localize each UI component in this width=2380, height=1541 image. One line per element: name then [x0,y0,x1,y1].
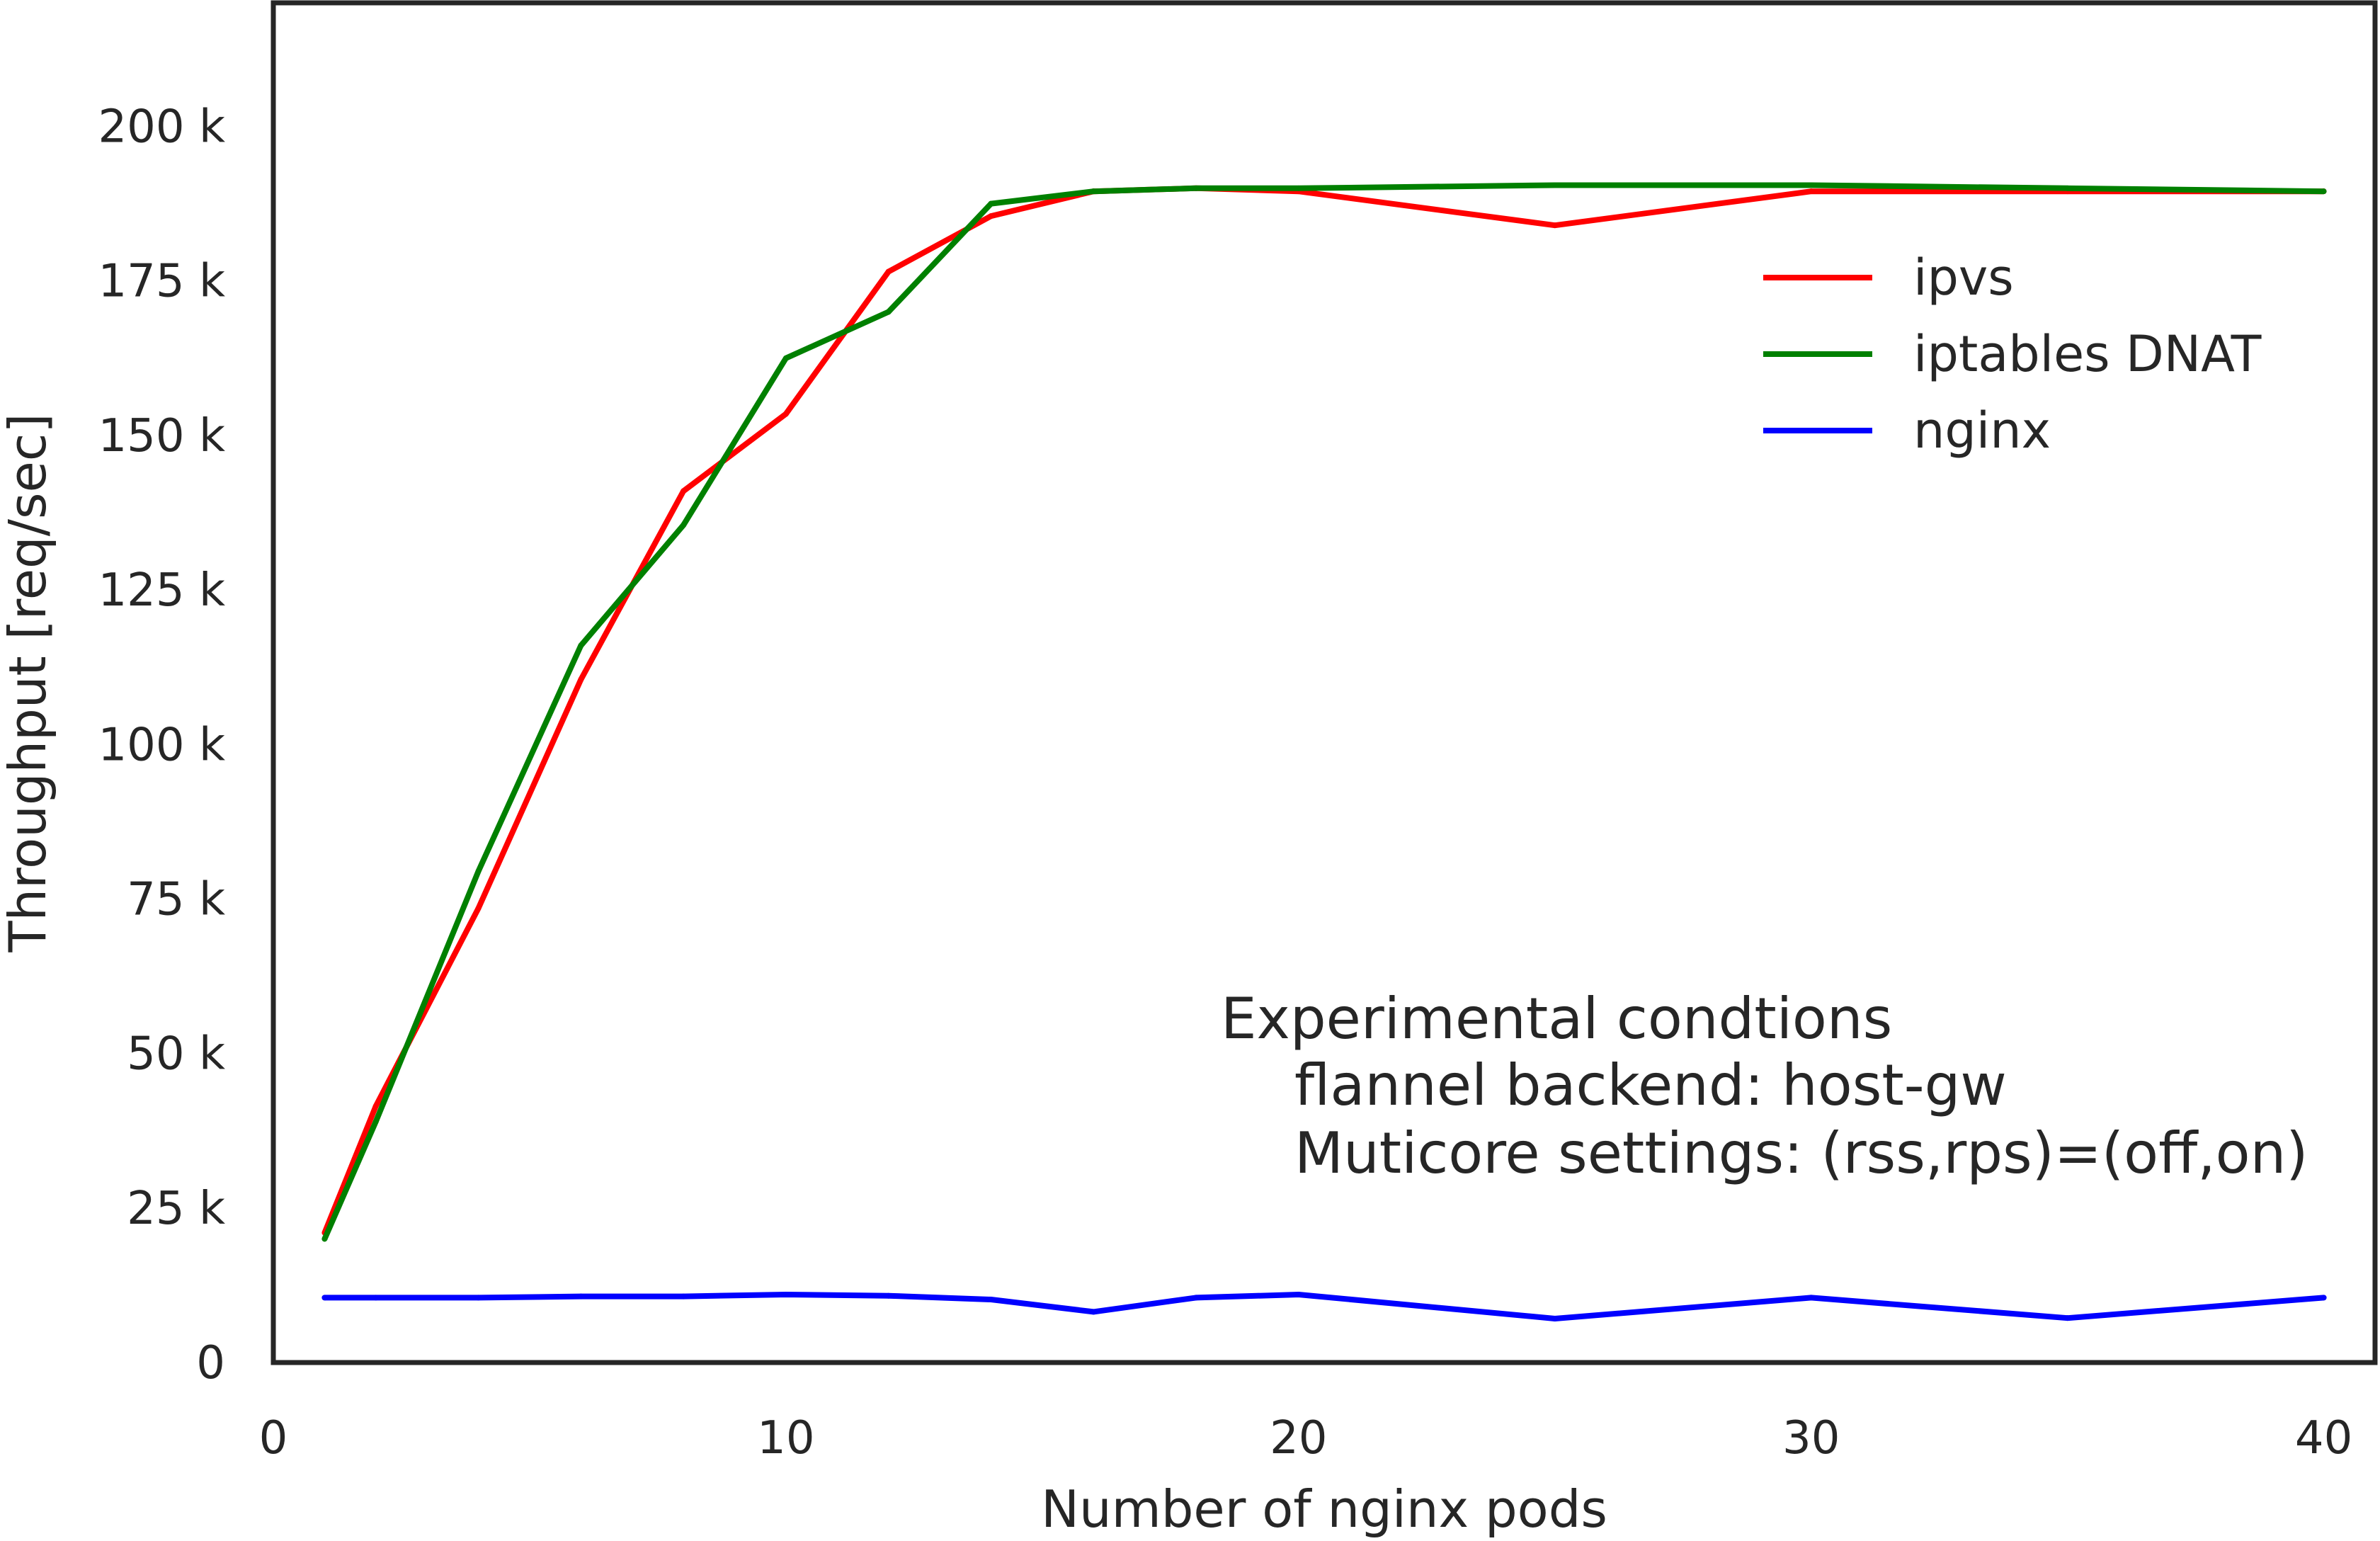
y-tick-label: 75 k [127,873,225,926]
data-point-iptables-dnat [1193,185,1200,191]
data-point-nginx [1091,1309,1097,1315]
series-lines [321,182,2327,1322]
data-point-nginx [681,1293,687,1300]
data-point-ipvs [1808,188,1814,195]
annotation-title: Experimental condtions [1221,986,1892,1052]
data-point-iptables-dnat [2064,185,2071,191]
data-point-iptables-dnat [321,1236,328,1242]
y-tick-label: 50 k [127,1028,225,1081]
data-point-ipvs [372,1103,379,1109]
data-point-ipvs [578,676,584,683]
data-point-nginx [475,1295,482,1301]
data-point-ipvs [782,411,789,417]
data-point-iptables-dnat [2321,188,2327,195]
data-point-nginx [782,1292,789,1297]
data-point-ipvs [1551,222,1558,229]
data-point-iptables-dnat [1551,182,1558,188]
x-tick-label: 20 [1270,1412,1327,1465]
data-point-ipvs [475,905,482,911]
data-point-nginx [2064,1315,2071,1321]
data-point-nginx [372,1295,379,1301]
legend: ipvs iptables DNAT nginx [1763,249,2262,460]
legend-label-iptables-dnat: iptables DNAT [1913,325,2262,383]
data-point-ipvs [885,268,892,275]
data-point-iptables-dnat [885,309,892,315]
y-tick-label: 100 k [98,719,225,771]
data-point-iptables-dnat [988,200,994,207]
data-point-iptables-dnat [578,642,584,649]
data-point-iptables-dnat [1808,182,1814,188]
x-axis-label: Number of nginx pods [1041,1479,1607,1539]
y-tick-label: 150 k [98,410,225,462]
x-tick-label: 40 [2295,1412,2352,1465]
data-point-nginx [2321,1295,2327,1301]
y-tick-label: 25 k [127,1183,225,1235]
y-tick-label: 175 k [98,256,225,308]
y-tick-label: 125 k [98,564,225,617]
data-point-nginx [988,1296,994,1302]
plot-frame [271,0,2378,1365]
y-tick-label: 0 [196,1337,225,1389]
x-tick-label: 0 [259,1412,288,1465]
legend-label-ipvs: ipvs [1913,249,2014,307]
data-point-nginx [1551,1316,1558,1322]
data-point-nginx [321,1295,328,1301]
axis-ticks: 0 25 k 50 k 75 k 100 k 125 k 150 k 175 k 200 k 0 1… [98,101,2352,1465]
x-tick-label: 10 [757,1412,814,1465]
data-point-iptables-dnat [372,1118,379,1125]
data-point-nginx [578,1293,584,1300]
data-point-nginx [1193,1295,1200,1301]
y-axis-label: Throughput [req/sec] [0,414,57,953]
data-point-nginx [885,1292,892,1299]
legend-label-nginx: nginx [1913,402,2051,460]
x-tick-label: 30 [1782,1412,1840,1465]
data-point-iptables-dnat [782,355,789,361]
data-point-iptables-dnat [681,522,687,528]
data-point-nginx [1295,1292,1302,1297]
data-point-iptables-dnat [475,868,482,875]
data-point-ipvs [681,488,687,494]
data-point-iptables-dnat [1295,185,1302,191]
annotation-line-1: flannel backend: host-gw [1294,1052,2007,1118]
data-point-iptables-dnat [1091,188,1097,195]
series-line-nginx [324,1292,2324,1321]
y-tick-label: 200 k [98,101,225,154]
annotation-line-2: Muticore settings: (rss,rps)=(off,on) [1294,1120,2308,1186]
data-point-nginx [1808,1295,1814,1301]
annotation-box: Experimental condtions flannel backend: … [1221,986,2308,1186]
data-point-ipvs [988,213,994,220]
